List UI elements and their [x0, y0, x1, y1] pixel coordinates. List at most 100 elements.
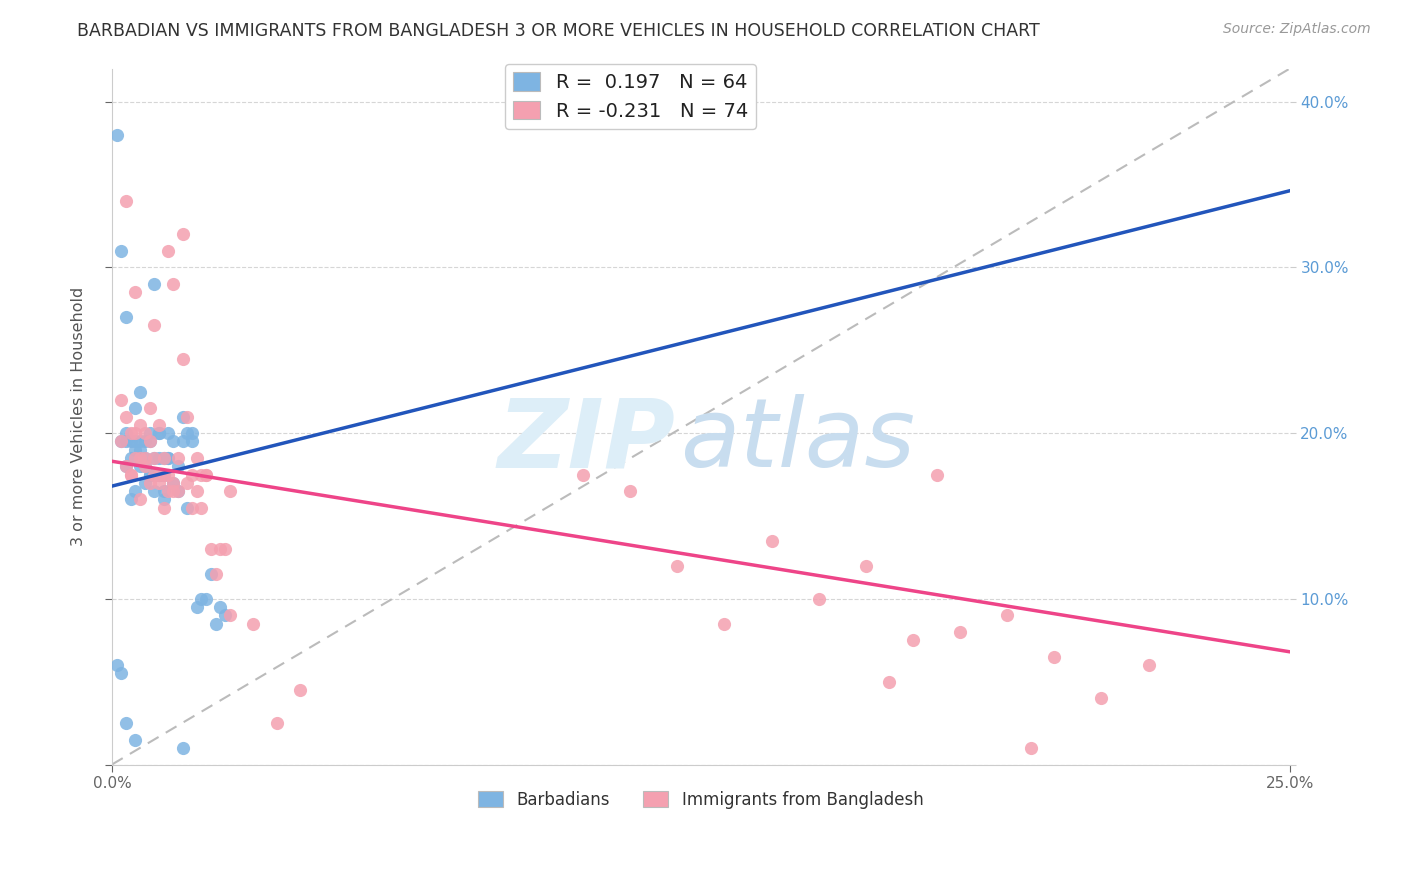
- Point: [761, 533, 783, 548]
- Point: [209, 600, 232, 615]
- Point: [129, 450, 152, 465]
- Point: [167, 484, 190, 499]
- Point: [200, 566, 222, 581]
- Point: [148, 426, 170, 441]
- Point: [167, 484, 190, 499]
- Point: [129, 492, 152, 507]
- Point: [124, 450, 146, 465]
- Point: [167, 450, 190, 465]
- Point: [148, 417, 170, 432]
- Point: [143, 467, 166, 482]
- Point: [120, 467, 142, 482]
- Point: [901, 633, 924, 648]
- Point: [172, 351, 194, 366]
- Point: [879, 674, 901, 689]
- Point: [120, 450, 142, 465]
- Point: [129, 384, 152, 399]
- Point: [148, 450, 170, 465]
- Point: [120, 467, 142, 482]
- Point: [134, 450, 156, 465]
- Point: [157, 244, 180, 258]
- Point: [152, 450, 174, 465]
- Point: [186, 600, 208, 615]
- Point: [120, 492, 142, 507]
- Point: [110, 392, 132, 407]
- Point: [138, 401, 160, 416]
- Legend: Barbadians, Immigrants from Bangladesh: Barbadians, Immigrants from Bangladesh: [471, 784, 931, 815]
- Point: [115, 434, 138, 449]
- Point: [134, 450, 156, 465]
- Point: [186, 484, 208, 499]
- Point: [995, 608, 1018, 623]
- Point: [949, 624, 972, 639]
- Point: [266, 716, 288, 731]
- Point: [134, 475, 156, 490]
- Point: [152, 467, 174, 482]
- Point: [218, 608, 240, 623]
- Point: [190, 467, 212, 482]
- Point: [129, 434, 152, 449]
- Point: [110, 666, 132, 681]
- Point: [115, 716, 138, 731]
- Point: [1090, 691, 1112, 706]
- Point: [162, 475, 184, 490]
- Point: [110, 434, 132, 449]
- Point: [134, 459, 156, 474]
- Point: [181, 434, 204, 449]
- Y-axis label: 3 or more Vehicles in Household: 3 or more Vehicles in Household: [72, 287, 86, 546]
- Point: [134, 426, 156, 441]
- Point: [190, 500, 212, 515]
- Point: [176, 500, 198, 515]
- Point: [157, 484, 180, 499]
- Point: [195, 591, 218, 606]
- Point: [713, 616, 735, 631]
- Point: [204, 566, 226, 581]
- Point: [172, 434, 194, 449]
- Point: [181, 467, 204, 482]
- Point: [167, 459, 190, 474]
- Point: [138, 434, 160, 449]
- Point: [148, 467, 170, 482]
- Point: [666, 558, 689, 573]
- Point: [181, 426, 204, 441]
- Point: [115, 194, 138, 208]
- Point: [124, 484, 146, 499]
- Point: [138, 475, 160, 490]
- Point: [152, 484, 174, 499]
- Point: [124, 426, 146, 441]
- Point: [148, 475, 170, 490]
- Point: [143, 484, 166, 499]
- Point: [619, 484, 641, 499]
- Point: [115, 409, 138, 424]
- Point: [129, 442, 152, 457]
- Point: [214, 542, 236, 557]
- Point: [162, 484, 184, 499]
- Point: [176, 409, 198, 424]
- Point: [157, 426, 180, 441]
- Point: [138, 426, 160, 441]
- Point: [138, 467, 160, 482]
- Point: [143, 450, 166, 465]
- Point: [172, 227, 194, 242]
- Point: [290, 682, 312, 697]
- Point: [162, 434, 184, 449]
- Point: [152, 450, 174, 465]
- Point: [157, 450, 180, 465]
- Point: [162, 475, 184, 490]
- Point: [176, 426, 198, 441]
- Point: [1019, 740, 1042, 755]
- Point: [138, 434, 160, 449]
- Point: [152, 500, 174, 515]
- Point: [105, 658, 128, 673]
- Point: [134, 459, 156, 474]
- Point: [925, 467, 948, 482]
- Point: [148, 426, 170, 441]
- Point: [1137, 658, 1160, 673]
- Text: Source: ZipAtlas.com: Source: ZipAtlas.com: [1223, 22, 1371, 37]
- Point: [152, 467, 174, 482]
- Point: [134, 434, 156, 449]
- Point: [855, 558, 877, 573]
- Point: [162, 277, 184, 291]
- Point: [120, 426, 142, 441]
- Point: [115, 459, 138, 474]
